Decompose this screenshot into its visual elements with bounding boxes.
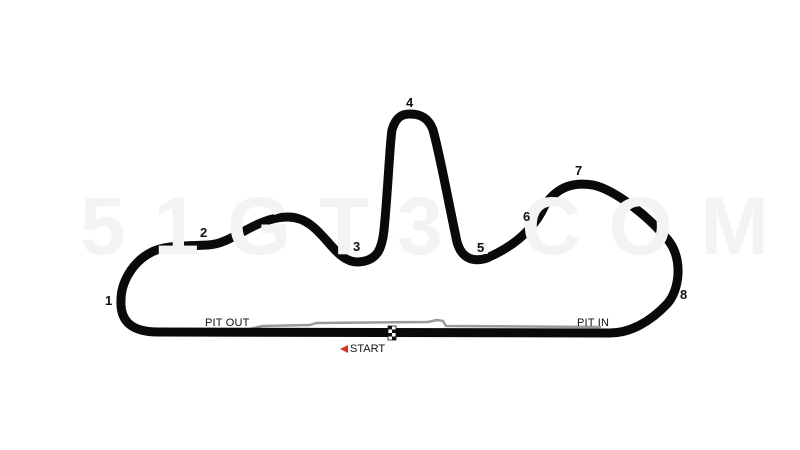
arrow-left-icon (340, 345, 348, 353)
turn-3-label: 3 (353, 239, 361, 254)
watermark: 51GT3.COM (80, 181, 797, 272)
turn-8-label: 8 (680, 287, 688, 302)
track-outline (116, 109, 683, 338)
pit-lane (248, 318, 602, 331)
pit-out-label: PIT OUT (205, 317, 250, 329)
checkered-flag-icon (387, 325, 397, 341)
pit-in-label: PIT IN (577, 317, 610, 329)
turn-1-label: 1 (105, 293, 113, 308)
start-label: START (350, 343, 386, 355)
turn-2-label: 2 (200, 225, 208, 240)
turn-6-label: 6 (523, 209, 531, 224)
turn-5-label: 5 (477, 240, 485, 255)
turn-7-label: 7 (575, 163, 583, 178)
turn-4-label: 4 (406, 95, 414, 110)
start-marker: START (340, 342, 385, 356)
